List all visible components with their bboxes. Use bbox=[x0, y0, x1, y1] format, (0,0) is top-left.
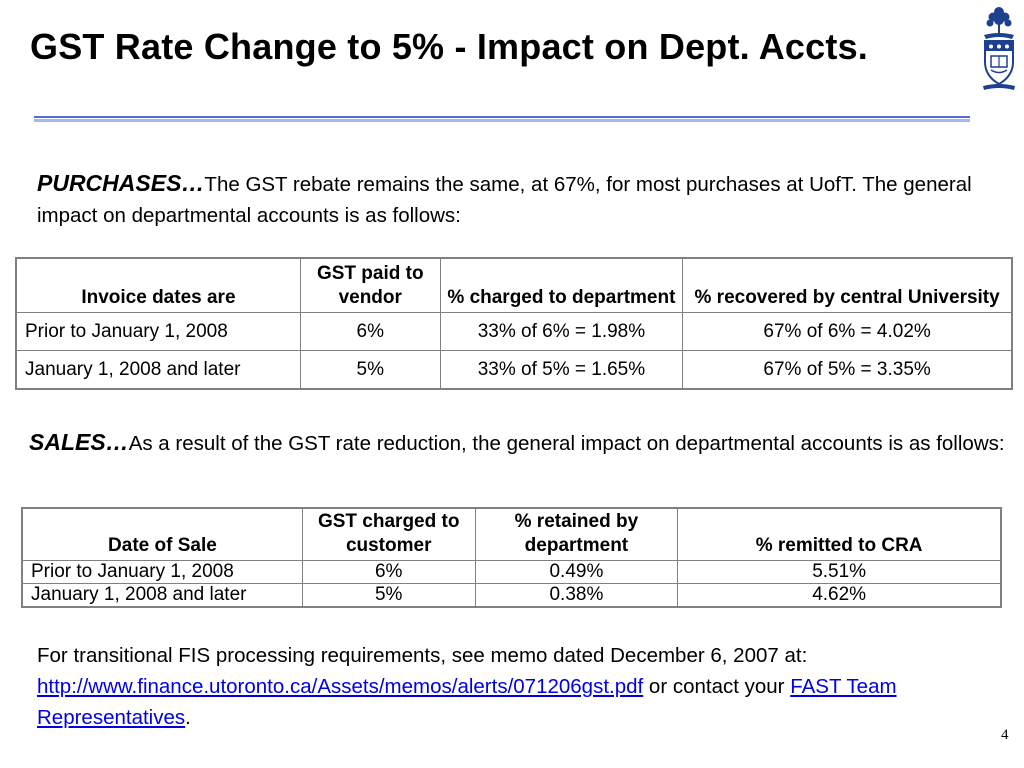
fast-team-link[interactable]: FAST Team Representatives bbox=[37, 675, 897, 729]
table-header-row: Invoice dates are GST paid to vendor % c… bbox=[15, 257, 1013, 313]
page-number: 4 bbox=[1001, 727, 1009, 743]
purchases-text: The GST rebate remains the same, at 67%,… bbox=[37, 173, 972, 227]
table-cell: January 1, 2008 and later bbox=[21, 583, 303, 608]
column-header: % recovered by central University bbox=[682, 257, 1013, 313]
column-header: % remitted to CRA bbox=[677, 507, 1002, 561]
sales-table: Date of Sale GST charged to customer % r… bbox=[21, 507, 1002, 608]
table-cell: 6% bbox=[301, 560, 476, 584]
footer-text: For transitional FIS processing requirem… bbox=[37, 644, 808, 667]
column-header: % retained by department bbox=[474, 507, 679, 561]
sales-paragraph: SALES…As a result of the GST rate reduct… bbox=[29, 427, 1009, 459]
table-cell: 67% of 6% = 4.02% bbox=[682, 312, 1013, 351]
purchases-table: Invoice dates are GST paid to vendor % c… bbox=[15, 257, 1013, 390]
sales-text: As a result of the GST rate reduction, t… bbox=[128, 432, 1005, 455]
table-header-row: Date of Sale GST charged to customer % r… bbox=[21, 507, 1002, 561]
table-row: January 1, 2008 and later 5% 0.38% 4.62% bbox=[21, 583, 1002, 608]
footer-text: or contact your bbox=[643, 675, 791, 698]
column-header: Date of Sale bbox=[21, 507, 303, 561]
column-header: % charged to department bbox=[439, 257, 684, 313]
table-cell: 67% of 5% = 3.35% bbox=[682, 350, 1013, 390]
table-row: January 1, 2008 and later 5% 33% of 5% =… bbox=[15, 350, 1013, 390]
column-header: Invoice dates are bbox=[15, 257, 301, 313]
table-cell: 5.51% bbox=[677, 560, 1002, 584]
table-cell: January 1, 2008 and later bbox=[15, 350, 301, 390]
table-row: Prior to January 1, 2008 6% 33% of 6% = … bbox=[15, 312, 1013, 351]
slide-title: GST Rate Change to 5% - Impact on Dept. … bbox=[30, 26, 868, 67]
column-header: GST charged to customer bbox=[301, 507, 476, 561]
table-cell: 6% bbox=[299, 312, 441, 351]
table-cell: 5% bbox=[299, 350, 441, 390]
title-divider bbox=[34, 116, 970, 122]
memo-link[interactable]: http://www.finance.utoronto.ca/Assets/me… bbox=[37, 675, 644, 698]
column-header: GST paid to vendor bbox=[299, 257, 441, 313]
purchases-paragraph: PURCHASES…The GST rebate remains the sam… bbox=[37, 168, 997, 231]
footer-text: . bbox=[185, 706, 191, 729]
purchases-heading: PURCHASES… bbox=[37, 170, 205, 196]
table-cell: 33% of 6% = 1.98% bbox=[439, 312, 684, 351]
table-cell: 5% bbox=[301, 583, 476, 608]
sales-heading: SALES… bbox=[29, 429, 129, 455]
table-cell: 0.38% bbox=[474, 583, 679, 608]
table-cell: Prior to January 1, 2008 bbox=[21, 560, 303, 584]
table-cell: Prior to January 1, 2008 bbox=[15, 312, 301, 351]
university-crest-icon bbox=[983, 7, 1015, 90]
table-cell: 33% of 5% = 1.65% bbox=[439, 350, 684, 390]
table-cell: 0.49% bbox=[474, 560, 679, 584]
footer-paragraph: For transitional FIS processing requirem… bbox=[37, 640, 997, 733]
table-row: Prior to January 1, 2008 6% 0.49% 5.51% bbox=[21, 560, 1002, 584]
table-cell: 4.62% bbox=[677, 583, 1002, 608]
